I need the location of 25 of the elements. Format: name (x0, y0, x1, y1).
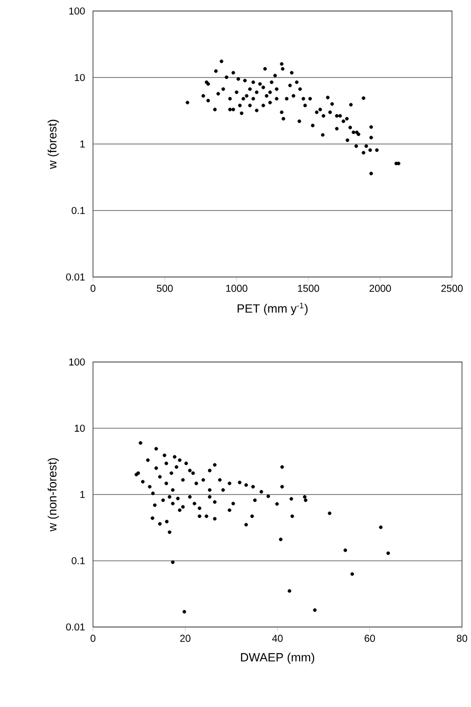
y-tick-label: 1 (80, 491, 85, 498)
y-tick-label: 0.1 (72, 557, 85, 564)
y-axis-title: w (non-forest) (48, 458, 59, 532)
y-tick-label: 1 (80, 140, 85, 148)
y-axis-title: w (forest) (48, 120, 59, 170)
x-tick-label: 1000 (226, 284, 248, 292)
x-axis-title: DWAEP (mm) (241, 652, 314, 664)
y-tick-label: 100 (69, 7, 85, 15)
x-tick-label: 20 (180, 634, 190, 642)
x-tick-label: 0 (90, 634, 96, 642)
x-tick-label: 40 (272, 634, 283, 642)
x-tick-label: 500 (156, 284, 173, 292)
x-tick-label: 0 (90, 284, 96, 292)
x-axis-title: PET (mm y$^{-1}$) (238, 302, 308, 316)
x-tick-label: 1500 (298, 284, 320, 292)
y-tick-label: 10 (74, 74, 85, 82)
x-tick-label: 60 (364, 634, 375, 642)
x-tick-label: 2500 (441, 284, 463, 292)
x-tick-label: 2000 (370, 284, 391, 292)
y-tick-label: 0.1 (72, 206, 85, 214)
y-tick-label: 10 (74, 424, 85, 432)
x-tick-label: 80 (456, 634, 468, 642)
y-tick-label: 100 (69, 358, 85, 366)
y-tick-label: 0.01 (66, 623, 85, 631)
y-tick-label: 0.01 (66, 273, 85, 281)
